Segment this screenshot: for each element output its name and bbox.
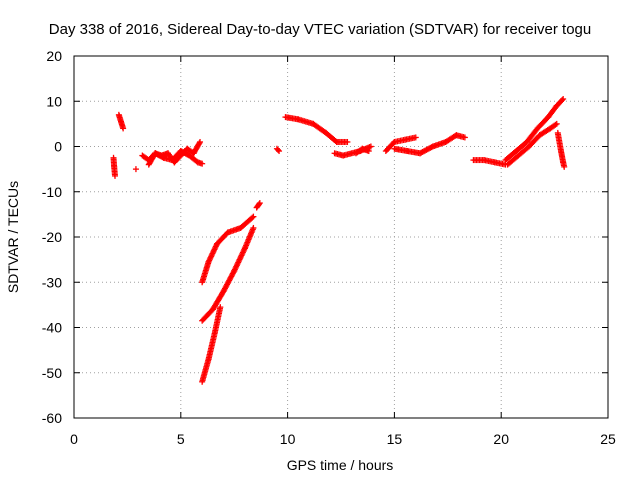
grid — [74, 56, 608, 418]
y-tick-label: -30 — [42, 274, 62, 290]
data-point — [428, 144, 435, 151]
data-point — [197, 138, 204, 145]
y-tick-label: 20 — [46, 48, 62, 64]
y-tick-label: -40 — [42, 320, 62, 336]
y-tick-label: -10 — [42, 184, 62, 200]
x-tick-label: 15 — [387, 431, 403, 447]
x-axis-label: GPS time / hours — [287, 457, 394, 473]
data-point — [132, 166, 139, 173]
data-point — [276, 148, 283, 155]
data-point — [112, 172, 119, 179]
data-point — [559, 97, 566, 104]
data-point — [365, 148, 372, 155]
y-tick-label: -20 — [42, 229, 62, 245]
y-tick-label: -50 — [42, 365, 62, 381]
chart-title: Day 338 of 2016, Sidereal Day-to-day VTE… — [49, 21, 591, 38]
data-point — [274, 146, 281, 153]
axis-ticks: 0 5 10 15 20 25 -60 -50 -40 -30 -20 -10 0 10 20 — [42, 48, 616, 447]
data-point — [249, 214, 256, 221]
x-tick-label: 10 — [280, 431, 296, 447]
x-tick-label: 5 — [177, 431, 185, 447]
data-point — [332, 137, 339, 144]
data-point — [250, 213, 257, 220]
data-point — [217, 304, 224, 311]
data-point — [553, 120, 560, 127]
data-point — [250, 224, 257, 231]
data-point — [344, 138, 351, 145]
data-points — [110, 95, 568, 385]
x-tick-label: 20 — [493, 431, 509, 447]
y-tick-label: -60 — [42, 410, 62, 426]
data-point — [461, 134, 468, 141]
y-axis-label: SDTVAR / TECUs — [5, 181, 21, 293]
data-point — [256, 201, 263, 208]
data-point — [412, 134, 419, 141]
data-point — [367, 143, 374, 150]
data-point — [561, 163, 568, 170]
data-point — [199, 160, 206, 167]
y-tick-label: 0 — [54, 139, 62, 155]
data-point — [256, 200, 263, 207]
data-point — [552, 121, 559, 128]
data-point — [560, 95, 567, 102]
y-tick-label: 10 — [46, 93, 62, 109]
x-tick-label: 0 — [70, 431, 78, 447]
data-point — [120, 125, 127, 132]
data-point — [196, 140, 203, 147]
x-tick-label: 25 — [600, 431, 616, 447]
